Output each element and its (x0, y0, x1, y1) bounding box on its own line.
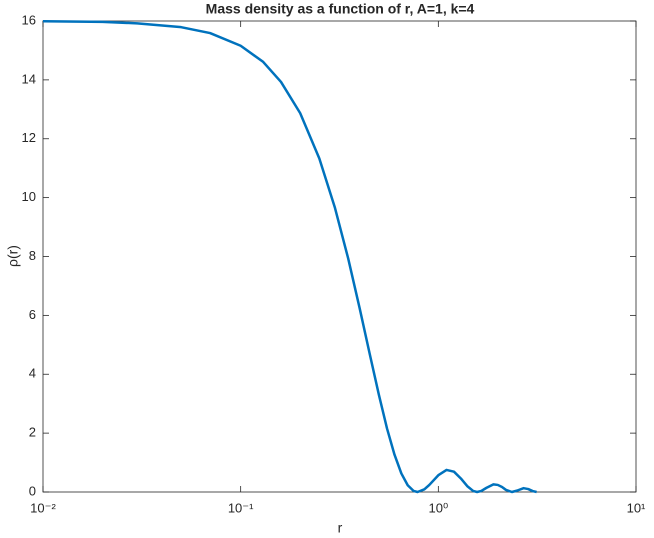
y-tick-label: 6 (29, 307, 36, 322)
y-tick-label: 14 (22, 71, 36, 86)
y-tick-label: 10 (22, 189, 36, 204)
x-tick-label: 10⁻² (30, 500, 56, 515)
y-tick-label: 0 (29, 483, 36, 498)
y-tick-label: 16 (22, 12, 36, 27)
data-line (42, 20, 537, 494)
x-tick-label: 10⁻¹ (228, 500, 254, 515)
y-tick-label: 12 (22, 130, 36, 145)
y-tick-label: 4 (29, 366, 36, 381)
y-tick-label: 2 (29, 425, 36, 440)
x-tick-label: 10⁰ (428, 500, 448, 515)
x-axis-label: r (338, 520, 343, 536)
y-axis-label: ρ(r) (5, 245, 21, 267)
plot-frame (42, 20, 637, 493)
x-tick-label: 10¹ (627, 500, 646, 515)
y-tick-label: 8 (29, 248, 36, 263)
chart-title: Mass density as a function of r, A=1, k=… (206, 1, 475, 17)
